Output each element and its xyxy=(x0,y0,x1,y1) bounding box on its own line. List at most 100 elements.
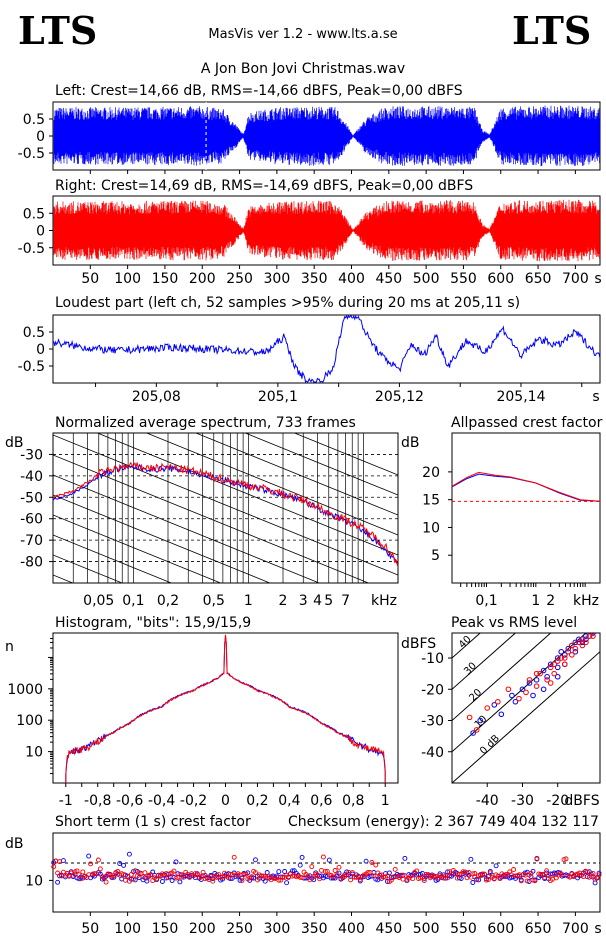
right-waveform-xtick-label: 200 xyxy=(189,271,216,287)
short-term-crest-point xyxy=(538,871,544,877)
short-term-crest-point xyxy=(313,872,319,878)
peak-vs-rms-point xyxy=(569,652,575,658)
right-waveform-xtick-label: 400 xyxy=(338,271,365,287)
allpassed-crest-series-0 xyxy=(451,473,601,502)
short-term-crest-xtick-label: 400 xyxy=(338,921,365,937)
spectrum-grid xyxy=(53,433,398,583)
short-term-crest-point xyxy=(369,860,375,865)
short-term-crest-point xyxy=(92,871,97,877)
spectrum-slope-line xyxy=(53,474,321,583)
short-term-crest-point xyxy=(299,854,305,860)
short-term-crest-point xyxy=(340,874,346,880)
short-term-crest-point xyxy=(476,873,482,879)
short-term-crest-xtick-label: 150 xyxy=(152,921,179,937)
short-term-crest-point xyxy=(320,854,326,860)
loudest-part-xtick-label: s xyxy=(592,389,599,405)
peak-vs-rms-point xyxy=(554,664,561,671)
short-term-crest-point xyxy=(371,873,377,879)
left-waveform-trace xyxy=(49,102,600,174)
short-term-crest-xtick-label: 600 xyxy=(487,921,514,937)
short-term-crest-point xyxy=(511,867,517,872)
short-term-crest-point xyxy=(456,871,462,877)
peak-vs-rms-point xyxy=(547,680,554,686)
peak-vs-rms-point xyxy=(544,677,550,683)
short-term-crest-point xyxy=(76,872,82,878)
short-term-crest-xtick-label: 550 xyxy=(450,921,477,937)
right-waveform-xtick-label: 500 xyxy=(413,271,440,287)
histogram-frame xyxy=(52,632,399,784)
spectrum-xtick-label: 0,1 xyxy=(122,593,144,609)
peak-vs-rms-point xyxy=(540,686,547,693)
short-term-crest-point xyxy=(487,870,493,876)
short-term-crest-point xyxy=(177,879,183,885)
loudest-part-ytick-label: 0 xyxy=(36,342,45,358)
short-term-crest-point xyxy=(416,876,421,881)
short-term-crest-point xyxy=(373,862,379,868)
histogram-xtick-label: 0,8 xyxy=(342,793,364,809)
short-term-crest-xtick-label: 50 xyxy=(81,921,99,937)
loudest-part-title: Loudest part (left ch, 52 samples >95% d… xyxy=(55,295,520,311)
short-term-crest-point xyxy=(474,877,480,883)
peak-vs-rms-crest-line xyxy=(452,651,600,783)
loudest-part-xtick-label: 205,1 xyxy=(258,389,298,405)
short-term-crest-point xyxy=(280,874,286,880)
peak-vs-rms-crest-line xyxy=(452,633,552,722)
short-term-crest-point xyxy=(282,869,288,874)
allpassed-crest-ytick-label: 5 xyxy=(431,548,440,564)
spectrum-ytick-label: -60 xyxy=(20,512,43,528)
short-term-crest-point xyxy=(239,878,245,884)
short-term-crest-point xyxy=(532,878,538,884)
short-term-crest-title: Short term (1 s) crest factor xyxy=(55,814,251,830)
short-term-crest-point xyxy=(470,880,476,885)
peak-vs-rms-point xyxy=(586,633,593,639)
short-term-crest-point xyxy=(276,869,282,875)
peak-vs-rms-point xyxy=(554,655,561,661)
peak-vs-rms-point xyxy=(491,702,498,708)
spectrum-slope-line xyxy=(96,433,398,556)
allpassed-crest-frame xyxy=(451,432,601,584)
short-term-crest-point xyxy=(165,875,171,880)
peak-vs-rms-xtick-label: dBFS xyxy=(564,793,599,809)
checksum-label: Checksum (energy): 2 367 749 404 132 117 xyxy=(288,814,599,830)
short-term-crest-point xyxy=(231,854,237,860)
short-term-crest-point xyxy=(121,862,127,868)
histogram-xtick-label: -0,6 xyxy=(116,793,143,809)
histogram-xtick-label: -0,8 xyxy=(84,793,111,809)
short-term-crest-xtick-label: 700 xyxy=(562,921,589,937)
short-term-crest-point xyxy=(249,874,255,880)
short-term-crest-point xyxy=(546,873,551,878)
peak-vs-rms-point xyxy=(495,698,501,705)
peak-vs-rms-point xyxy=(561,655,568,661)
short-term-crest-point xyxy=(200,869,206,875)
short-term-crest-point xyxy=(74,868,80,874)
short-term-crest-point xyxy=(410,876,416,882)
short-term-crest-point xyxy=(336,864,342,870)
spectrum-ytick-label: -40 xyxy=(20,469,43,485)
spectrum-xtick-label: 1 xyxy=(244,593,253,609)
short-term-crest-point xyxy=(97,866,103,872)
right-waveform-xtick-label: 100 xyxy=(114,271,141,287)
short-term-crest-point xyxy=(559,872,565,878)
peak-vs-rms-point xyxy=(561,661,568,668)
short-term-crest-point xyxy=(297,874,303,880)
short-term-crest-point xyxy=(284,880,290,886)
spectrum-ylabel: dB xyxy=(5,435,24,451)
peak-vs-rms-ytick-label: -40 xyxy=(421,745,444,761)
short-term-crest-point xyxy=(142,870,148,876)
peak-vs-rms-point xyxy=(530,692,536,699)
short-term-crest-point xyxy=(590,871,596,876)
short-term-crest-point xyxy=(454,875,460,881)
short-term-crest-point xyxy=(55,870,61,876)
short-term-crest-xtick-label: 250 xyxy=(226,921,253,937)
short-term-crest-point xyxy=(563,856,569,862)
short-term-crest-point xyxy=(276,877,282,883)
histogram-ytick-label: 100 xyxy=(16,713,43,729)
right-waveform-trace xyxy=(49,199,600,269)
left-waveform-ytick-label: -0.5 xyxy=(18,146,45,162)
peak-vs-rms-point xyxy=(466,714,473,721)
histogram-title: Histogram, "bits": 15,9/15,9 xyxy=(55,615,251,631)
logo-left: LTS xyxy=(18,8,97,53)
peak-vs-rms-point xyxy=(558,648,565,655)
peak-vs-rms-frame xyxy=(451,632,601,784)
